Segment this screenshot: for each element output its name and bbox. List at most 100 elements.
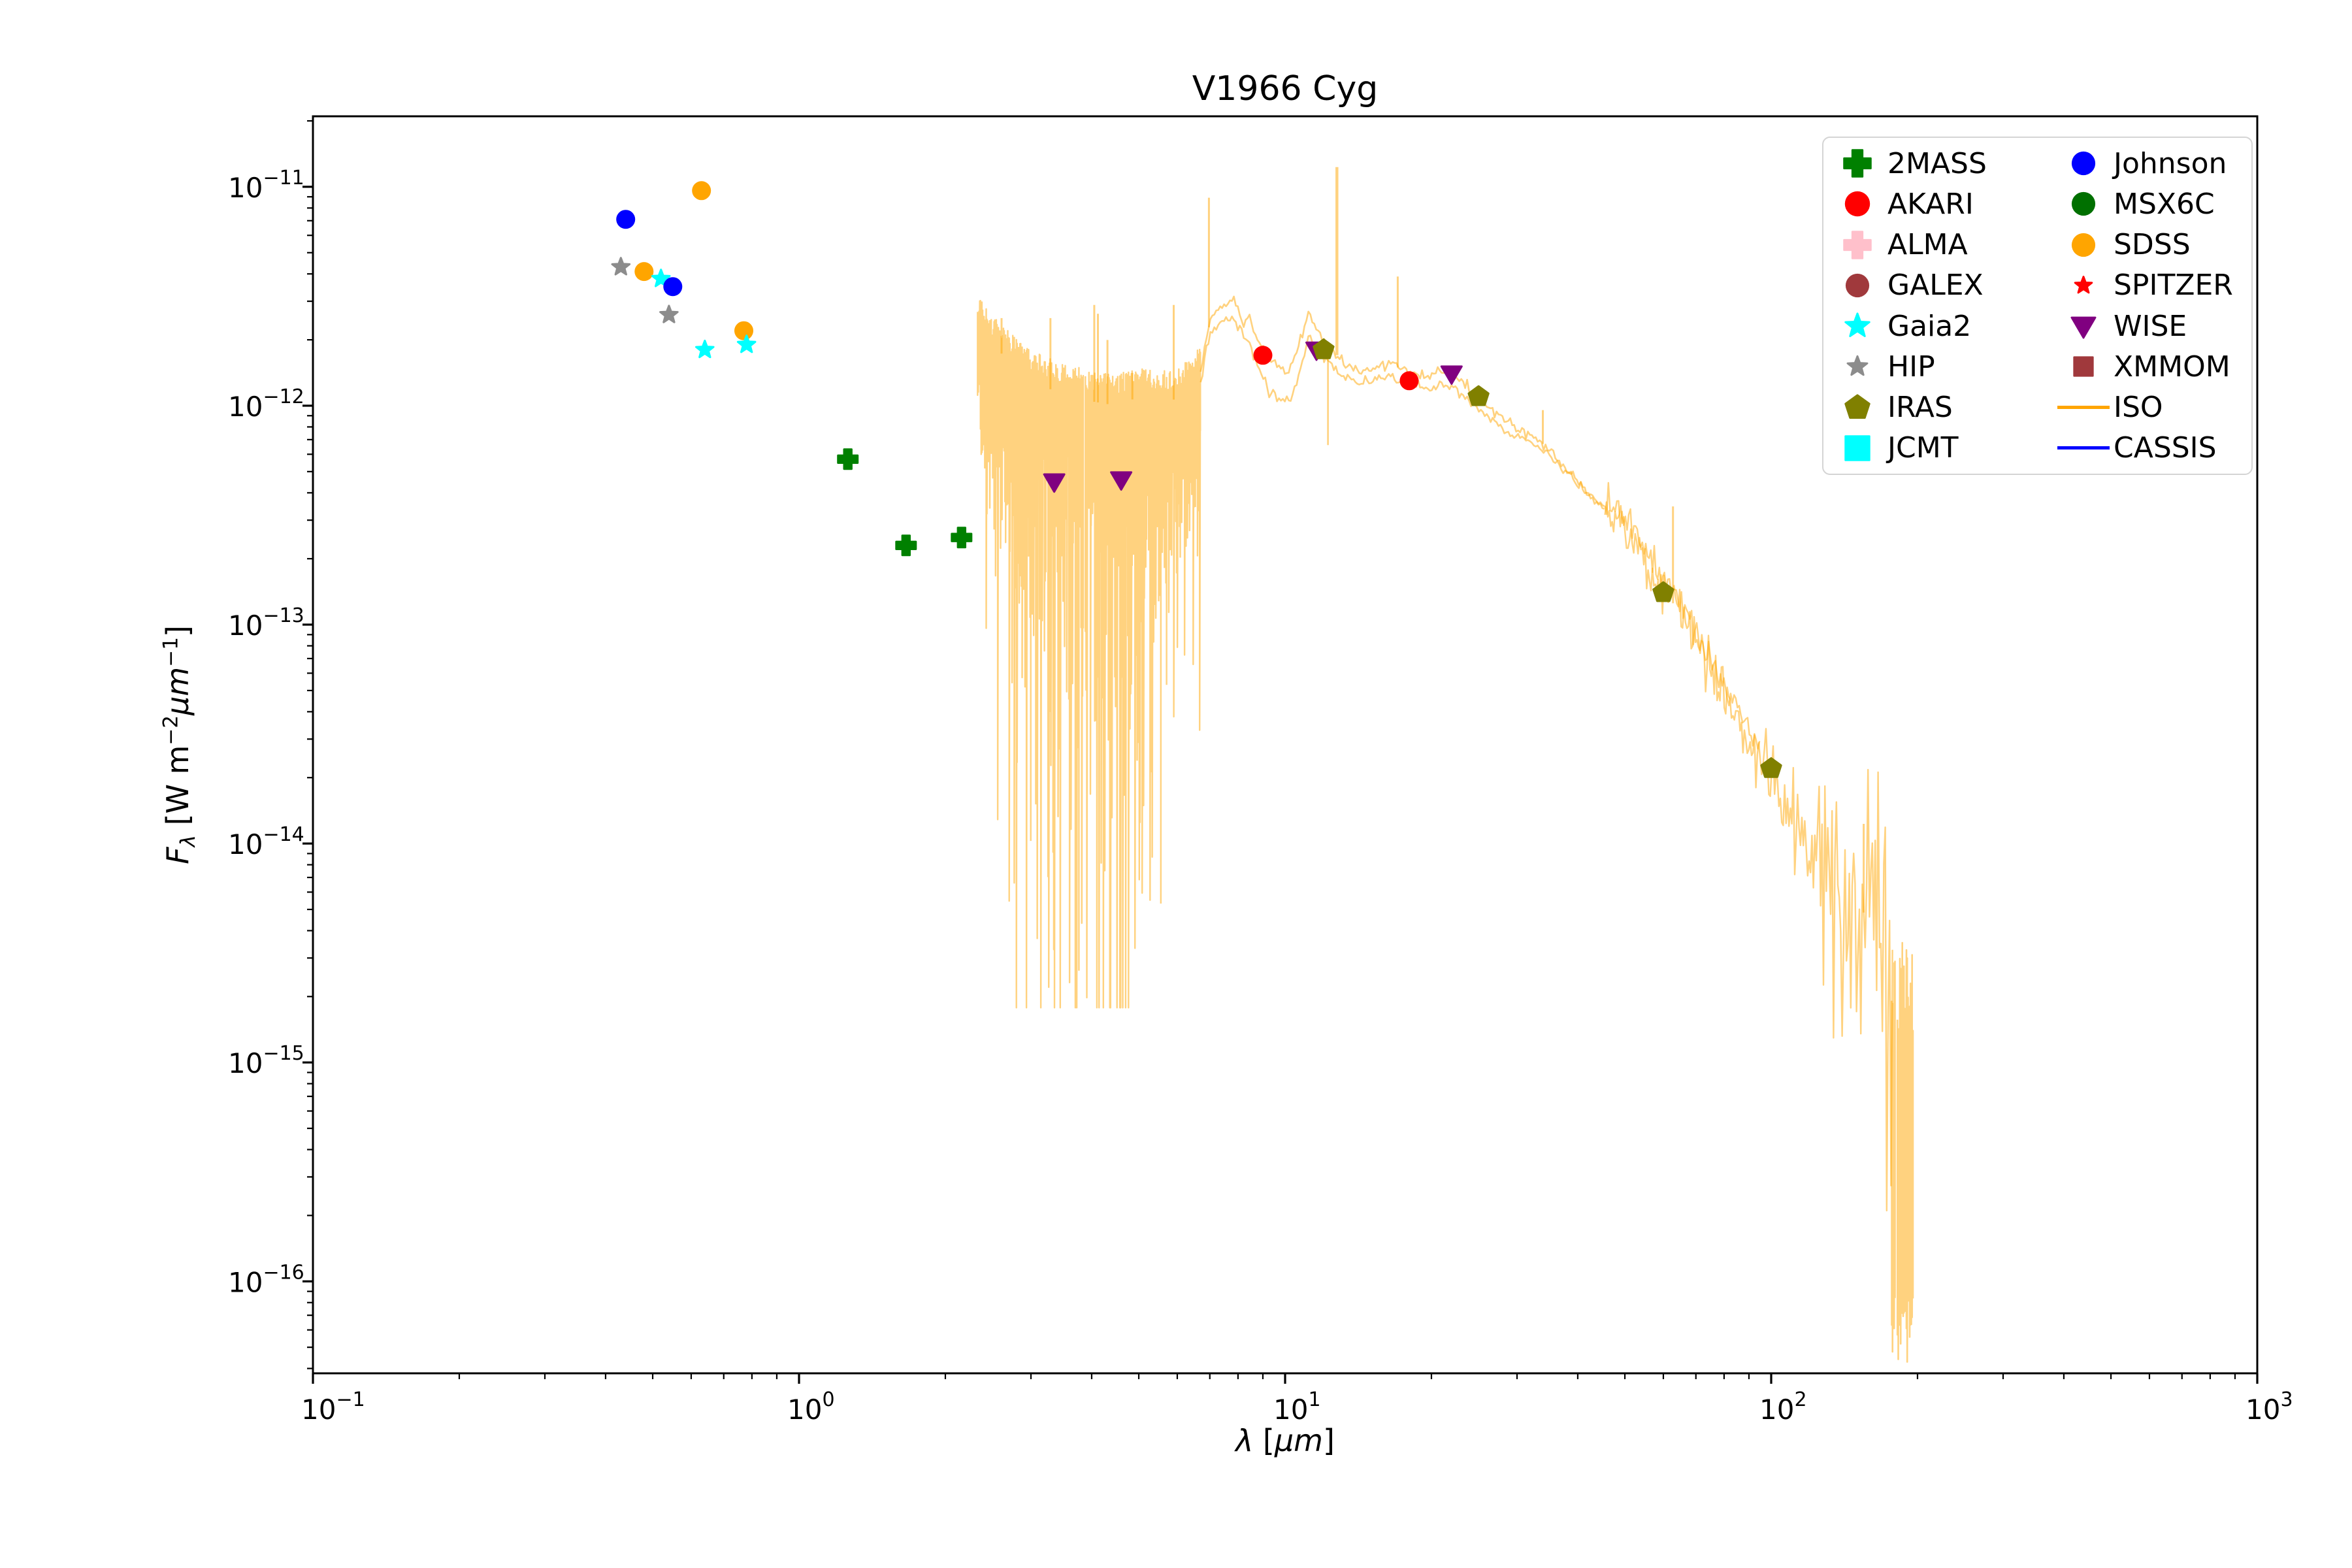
tick-label: 10−12 xyxy=(228,385,304,423)
data-point-SDSS xyxy=(634,262,654,282)
tick-label: 10−11 xyxy=(228,167,304,204)
data-point-WISE xyxy=(1440,365,1463,385)
legend-label-2mass: 2MASS xyxy=(1887,146,1987,180)
y-axis-label-close: ] xyxy=(160,625,195,638)
legend: 2MASS AKARI ALMA GALEX Gaia2 HIP IRAS JCMT Johns… xyxy=(1822,137,2253,475)
legend-item-xmmom: XMMOM xyxy=(2053,347,2249,386)
legend-label-iso: ISO xyxy=(2114,391,2163,425)
series-Johnson xyxy=(616,210,683,297)
data-point-HIP xyxy=(611,257,631,276)
tick-label: 10−13 xyxy=(228,604,304,642)
data-point-Gaia2 xyxy=(651,269,671,287)
legend-label-iras: IRAS xyxy=(1887,391,1953,425)
plot-border xyxy=(312,115,2259,1375)
data-point-2MASS xyxy=(895,534,917,557)
data-point-Gaia2 xyxy=(736,335,757,353)
tick-label: 10−1 xyxy=(301,1388,365,1426)
legend-column-1: 2MASS AKARI ALMA GALEX Gaia2 HIP IRAS JCMT xyxy=(1827,143,2053,468)
legend-label-galex: GALEX xyxy=(1887,269,1984,302)
legend-item-galex: GALEX xyxy=(1827,266,2053,305)
tick-label: 10−14 xyxy=(228,823,304,860)
hip-star-icon xyxy=(1827,350,1887,384)
wise-triangle-down-icon xyxy=(2053,309,2114,343)
data-point-Johnson xyxy=(616,210,636,229)
cassis-line-swatch xyxy=(2057,446,2110,450)
data-point-SDSS xyxy=(734,321,753,340)
iso-line-icon xyxy=(2053,406,2114,410)
legend-label-jcmt: JCMT xyxy=(1887,431,1959,465)
data-point-HIP xyxy=(659,304,679,323)
johnson-circle-icon xyxy=(2053,146,2114,180)
tick-label: 10−15 xyxy=(228,1042,304,1079)
data-point-AKARI xyxy=(1253,346,1273,365)
legend-label-gaia2: Gaia2 xyxy=(1887,309,1972,343)
iras-pentagon-icon xyxy=(1827,391,1887,425)
legend-item-johnson: Johnson xyxy=(2053,144,2249,183)
series-SDSS xyxy=(634,181,753,340)
legend-label-wise: WISE xyxy=(2114,309,2187,343)
legend-label-sdss: SDSS xyxy=(2114,228,2191,262)
data-point-AKARI xyxy=(1399,371,1419,391)
legend-label-spitzer: SPITZER xyxy=(2114,269,2233,302)
legend-label-cassis: CASSIS xyxy=(2114,431,2217,465)
x-axis-label-lambda: λ xyxy=(1235,1423,1254,1458)
y-axis-label-f: F xyxy=(160,847,195,864)
legend-column-2: Johnson MSX6C SDSS SPITZER WISE XMMOM ISO CASSI… xyxy=(2053,143,2249,468)
data-point-2MASS xyxy=(837,448,859,470)
data-point-WISE xyxy=(1043,473,1066,493)
y-axis-label-exp2: −1 xyxy=(159,637,183,667)
y-axis-label-open: [W m xyxy=(160,745,195,836)
series-IRAS xyxy=(1313,338,1782,778)
data-point-IRAS xyxy=(1760,757,1782,778)
y-axis-label-sub: λ xyxy=(176,835,201,847)
legend-item-gaia2: Gaia2 xyxy=(1827,306,2053,346)
legend-label-johnson: Johnson xyxy=(2114,146,2227,180)
series-2MASS xyxy=(837,448,973,557)
x-axis-label-mu: μm xyxy=(1274,1423,1323,1458)
msx6c-circle-icon xyxy=(2053,187,2114,221)
legend-item-iras: IRAS xyxy=(1827,388,2053,427)
data-point-Gaia2 xyxy=(695,339,715,359)
data-point-WISE xyxy=(1110,471,1133,491)
tick-label: 101 xyxy=(1273,1388,1321,1426)
legend-item-hip: HIP xyxy=(1827,347,2053,386)
data-point-Johnson xyxy=(663,277,683,297)
legend-item-cassis: CASSIS xyxy=(2053,429,2249,468)
xmmom-square-icon xyxy=(2053,350,2114,384)
data-point-IRAS xyxy=(1313,338,1335,359)
series-WISE xyxy=(1043,341,1463,493)
galex-circle-icon xyxy=(1827,269,1887,302)
legend-item-spitzer: SPITZER xyxy=(2053,266,2249,305)
data-point-IRAS xyxy=(1467,385,1490,406)
legend-item-msx6c: MSX6C xyxy=(2053,184,2249,223)
chart-title: V1966 Cyg xyxy=(1192,69,1379,108)
alma-plus-icon xyxy=(1827,228,1887,262)
tick-label: 100 xyxy=(787,1388,835,1426)
legend-label-xmmom: XMMOM xyxy=(2114,350,2230,384)
legend-item-akari: AKARI xyxy=(1827,184,2053,223)
data-point-2MASS xyxy=(951,527,973,549)
x-axis-label-open: [ xyxy=(1253,1423,1275,1458)
legend-label-msx6c: MSX6C xyxy=(2114,187,2215,221)
y-axis-label-exp1: −2 xyxy=(159,715,183,745)
legend-item-2mass: 2MASS xyxy=(1827,144,2053,183)
data-point-SDSS xyxy=(692,181,711,201)
legend-item-sdss: SDSS xyxy=(2053,225,2249,265)
legend-item-jcmt: JCMT xyxy=(1827,429,2053,468)
data-point-IRAS xyxy=(1652,581,1674,602)
series-Gaia2 xyxy=(651,269,757,359)
x-axis-label: λ [μm] xyxy=(313,1423,2257,1458)
x-axis-label-close: ] xyxy=(1322,1423,1335,1458)
tick-label: 103 xyxy=(2246,1388,2293,1426)
cassis-line-icon xyxy=(2053,446,2114,450)
legend-label-hip: HIP xyxy=(1887,350,1935,384)
y-axis-label-mu: μm xyxy=(160,666,195,715)
iso-line-swatch xyxy=(2057,406,2110,410)
legend-item-alma: ALMA xyxy=(1827,225,2053,265)
jcmt-square-icon xyxy=(1827,431,1887,465)
spitzer-star-icon xyxy=(2053,269,2114,302)
legend-label-alma: ALMA xyxy=(1887,228,1968,262)
axis-tick-labels: 10−1 100 101 102 103 10−11 10−12 10−13 10−14 10−1… xyxy=(228,167,2293,1426)
